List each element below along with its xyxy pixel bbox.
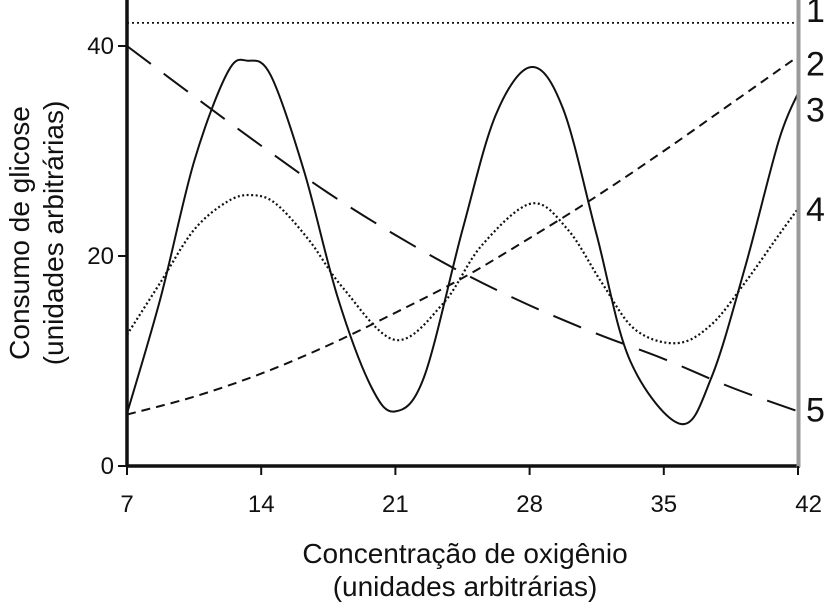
series-line-2 [126,55,799,416]
x-tick-label: 14 [248,491,275,518]
y-tick-label: 40 [87,33,114,60]
y-tick-label: 20 [87,243,114,270]
series-label-1: 1 [806,0,825,30]
labels: 1 2 3 4 5 [806,0,825,429]
x-tick-label: 21 [382,491,409,518]
x-tick-label: 35 [650,491,677,518]
y-axis-title-line-2: (unidades arbitrárias) [38,101,69,366]
y-tick-label: 0 [101,453,114,480]
series-label-2: 2 [806,46,825,84]
series-label-4: 4 [806,191,825,229]
series-line-4 [126,193,799,345]
series-label-5: 5 [806,391,825,429]
y-axis-title-line-1: Consumo de glicose [4,106,35,360]
x-tick-label: 28 [516,491,543,518]
series-label-3: 3 [806,91,825,129]
plot-lines [126,22,799,426]
x-tick-label: 7 [120,491,133,518]
x-tick-label: 42 [795,491,822,518]
series-line-3 [126,58,799,426]
x-axis-title-line-2: (unidades arbitrárias) [333,571,598,602]
x-axis-title-line-1: Concentração de oxigênio [302,538,627,569]
